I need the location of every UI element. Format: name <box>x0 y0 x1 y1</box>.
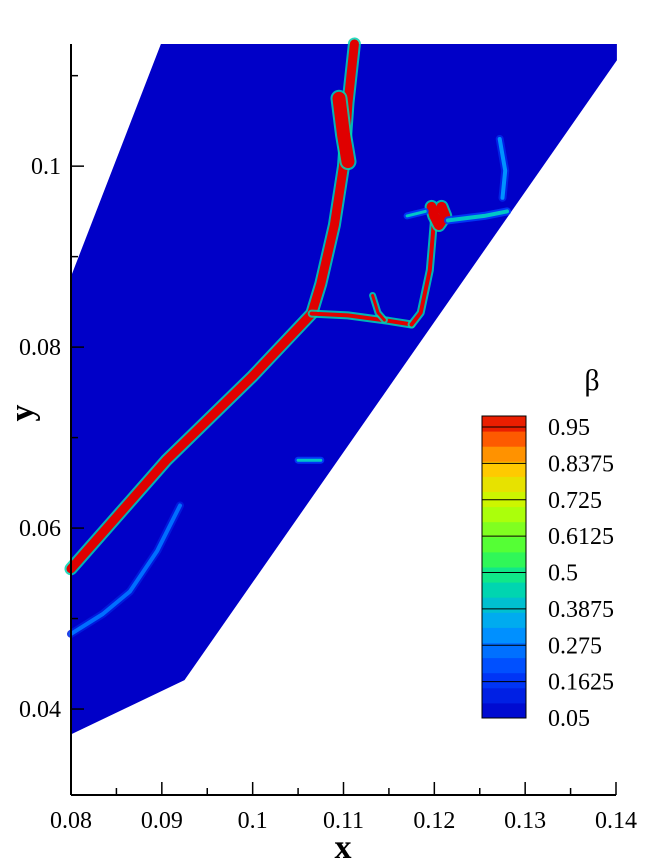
colorbar-band <box>482 416 526 432</box>
colorbar: β 0.95 0.8375 0.725 0.6125 0.5 0.3875 0.275 0.1… <box>481 364 614 732</box>
colorbar-band <box>482 431 526 447</box>
colorbar-labels: 0.95 0.8375 0.725 0.6125 0.5 0.3875 0.275 0.162… <box>482 415 614 732</box>
colorbar-band <box>482 582 526 598</box>
colorbar-label: 0.8375 <box>548 451 614 477</box>
colorbar-band <box>482 521 526 538</box>
contour-features <box>64 37 511 638</box>
y-tick-label: 0.06 <box>19 516 61 542</box>
feature-core-6 <box>446 209 509 223</box>
x-tick-label: 0.1 <box>238 808 268 834</box>
colorbar-label: 0.95 <box>548 415 590 441</box>
y-tick-label: 0.04 <box>19 697 61 723</box>
feature-core-7 <box>497 137 508 200</box>
colorbar-band <box>482 657 526 674</box>
x-tick-label: 0.11 <box>323 808 364 834</box>
x-axis-title: x <box>335 829 352 864</box>
colorbar-label: 0.5 <box>548 561 578 587</box>
colorbar-label: 0.275 <box>548 633 602 659</box>
colorbar-band <box>482 597 526 613</box>
colorbar-band <box>482 551 526 568</box>
colorbar-band <box>482 461 526 477</box>
feature-core-5 <box>332 91 355 169</box>
colorbar-band <box>482 687 526 704</box>
colorbar-band <box>482 702 526 719</box>
colorbar-title: β <box>584 364 599 397</box>
colorbar-label: 0.725 <box>548 488 602 514</box>
feature-core-1 <box>309 311 414 327</box>
colorbar-bands <box>482 416 526 719</box>
y-ticks: 0.04 0.06 0.08 0.1 <box>19 74 84 723</box>
feature-core-3 <box>409 213 437 327</box>
colorbar-band <box>482 506 526 523</box>
colorbar-band <box>482 642 526 659</box>
colorbar-band <box>482 476 526 492</box>
colorbar-band <box>482 672 526 689</box>
colorbar-band <box>482 567 526 583</box>
colorbar-label: 0.1625 <box>548 670 614 696</box>
colorbar-label: 0.6125 <box>548 524 614 550</box>
x-tick-label: 0.13 <box>504 808 546 834</box>
x-tick-label: 0.12 <box>413 808 455 834</box>
y-axis-title: y <box>4 405 41 422</box>
feature-core-8 <box>405 209 427 218</box>
x-tick-label: 0.08 <box>50 808 92 834</box>
colorbar-label: 0.05 <box>548 706 590 732</box>
colorbar-band <box>482 627 526 643</box>
y-tick-label: 0.1 <box>31 154 61 180</box>
feature-core-9 <box>69 503 182 636</box>
colorbar-label: 0.3875 <box>548 597 614 623</box>
x-tick-label: 0.09 <box>141 808 183 834</box>
feature-core-4 <box>426 201 451 230</box>
y-tick-label: 0.08 <box>19 335 61 361</box>
x-ticks: 0.08 0.09 0.1 0.11 0.12 0.13 0.14 <box>50 782 637 834</box>
colorbar-band <box>482 446 526 462</box>
colorbar-band <box>482 612 526 628</box>
colorbar-band <box>482 536 526 553</box>
x-tick-label: 0.14 <box>595 808 637 834</box>
feature-core-2 <box>371 294 386 322</box>
